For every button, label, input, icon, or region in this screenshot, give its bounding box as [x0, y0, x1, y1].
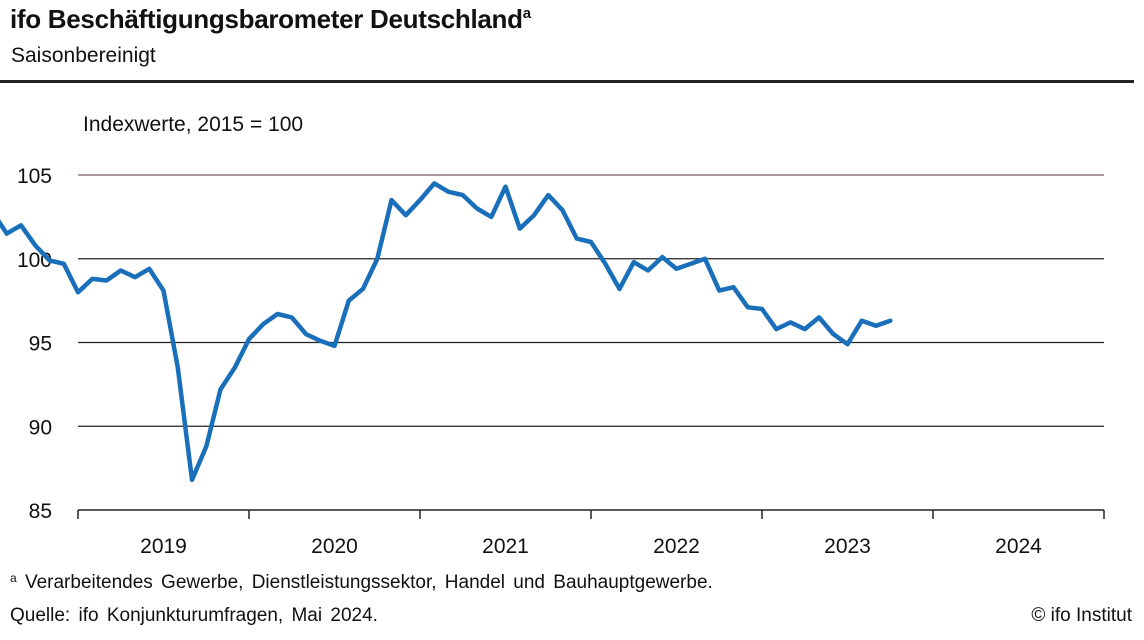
footnote-marker: a — [10, 571, 17, 585]
x-tick-label-2020: 2020 — [311, 535, 358, 558]
y-tick-label-95: 95 — [29, 333, 52, 356]
y-tick-label-105: 105 — [17, 165, 52, 188]
x-tick-label-2021: 2021 — [482, 535, 529, 558]
y-axis-label: Indexwerte, 2015 = 100 — [83, 113, 304, 136]
title-footnote-marker: a — [522, 5, 531, 22]
header-divider — [0, 80, 1134, 83]
footnote: a Verarbeitendes Gewerbe, Dienstleistung… — [10, 571, 713, 593]
y-tick-label-85: 85 — [29, 500, 52, 523]
y-tick-label-90: 90 — [29, 416, 52, 439]
chart-subtitle: Saisonbereinigt — [11, 44, 156, 67]
x-tick-label-2023: 2023 — [824, 535, 871, 558]
x-tick-label-2024: 2024 — [995, 535, 1042, 558]
source-note: Quelle: ifo Konjunkturumfragen, Mai 2024… — [10, 605, 378, 626]
copyright-note: © ifo Institut — [1031, 605, 1132, 626]
chart-title: ifo Beschäftigungsbarometer Deutschlanda — [10, 4, 531, 34]
x-tick-label-2022: 2022 — [653, 535, 700, 558]
x-tick-label-2019: 2019 — [140, 535, 187, 558]
series-line-0 — [0, 181, 893, 483]
